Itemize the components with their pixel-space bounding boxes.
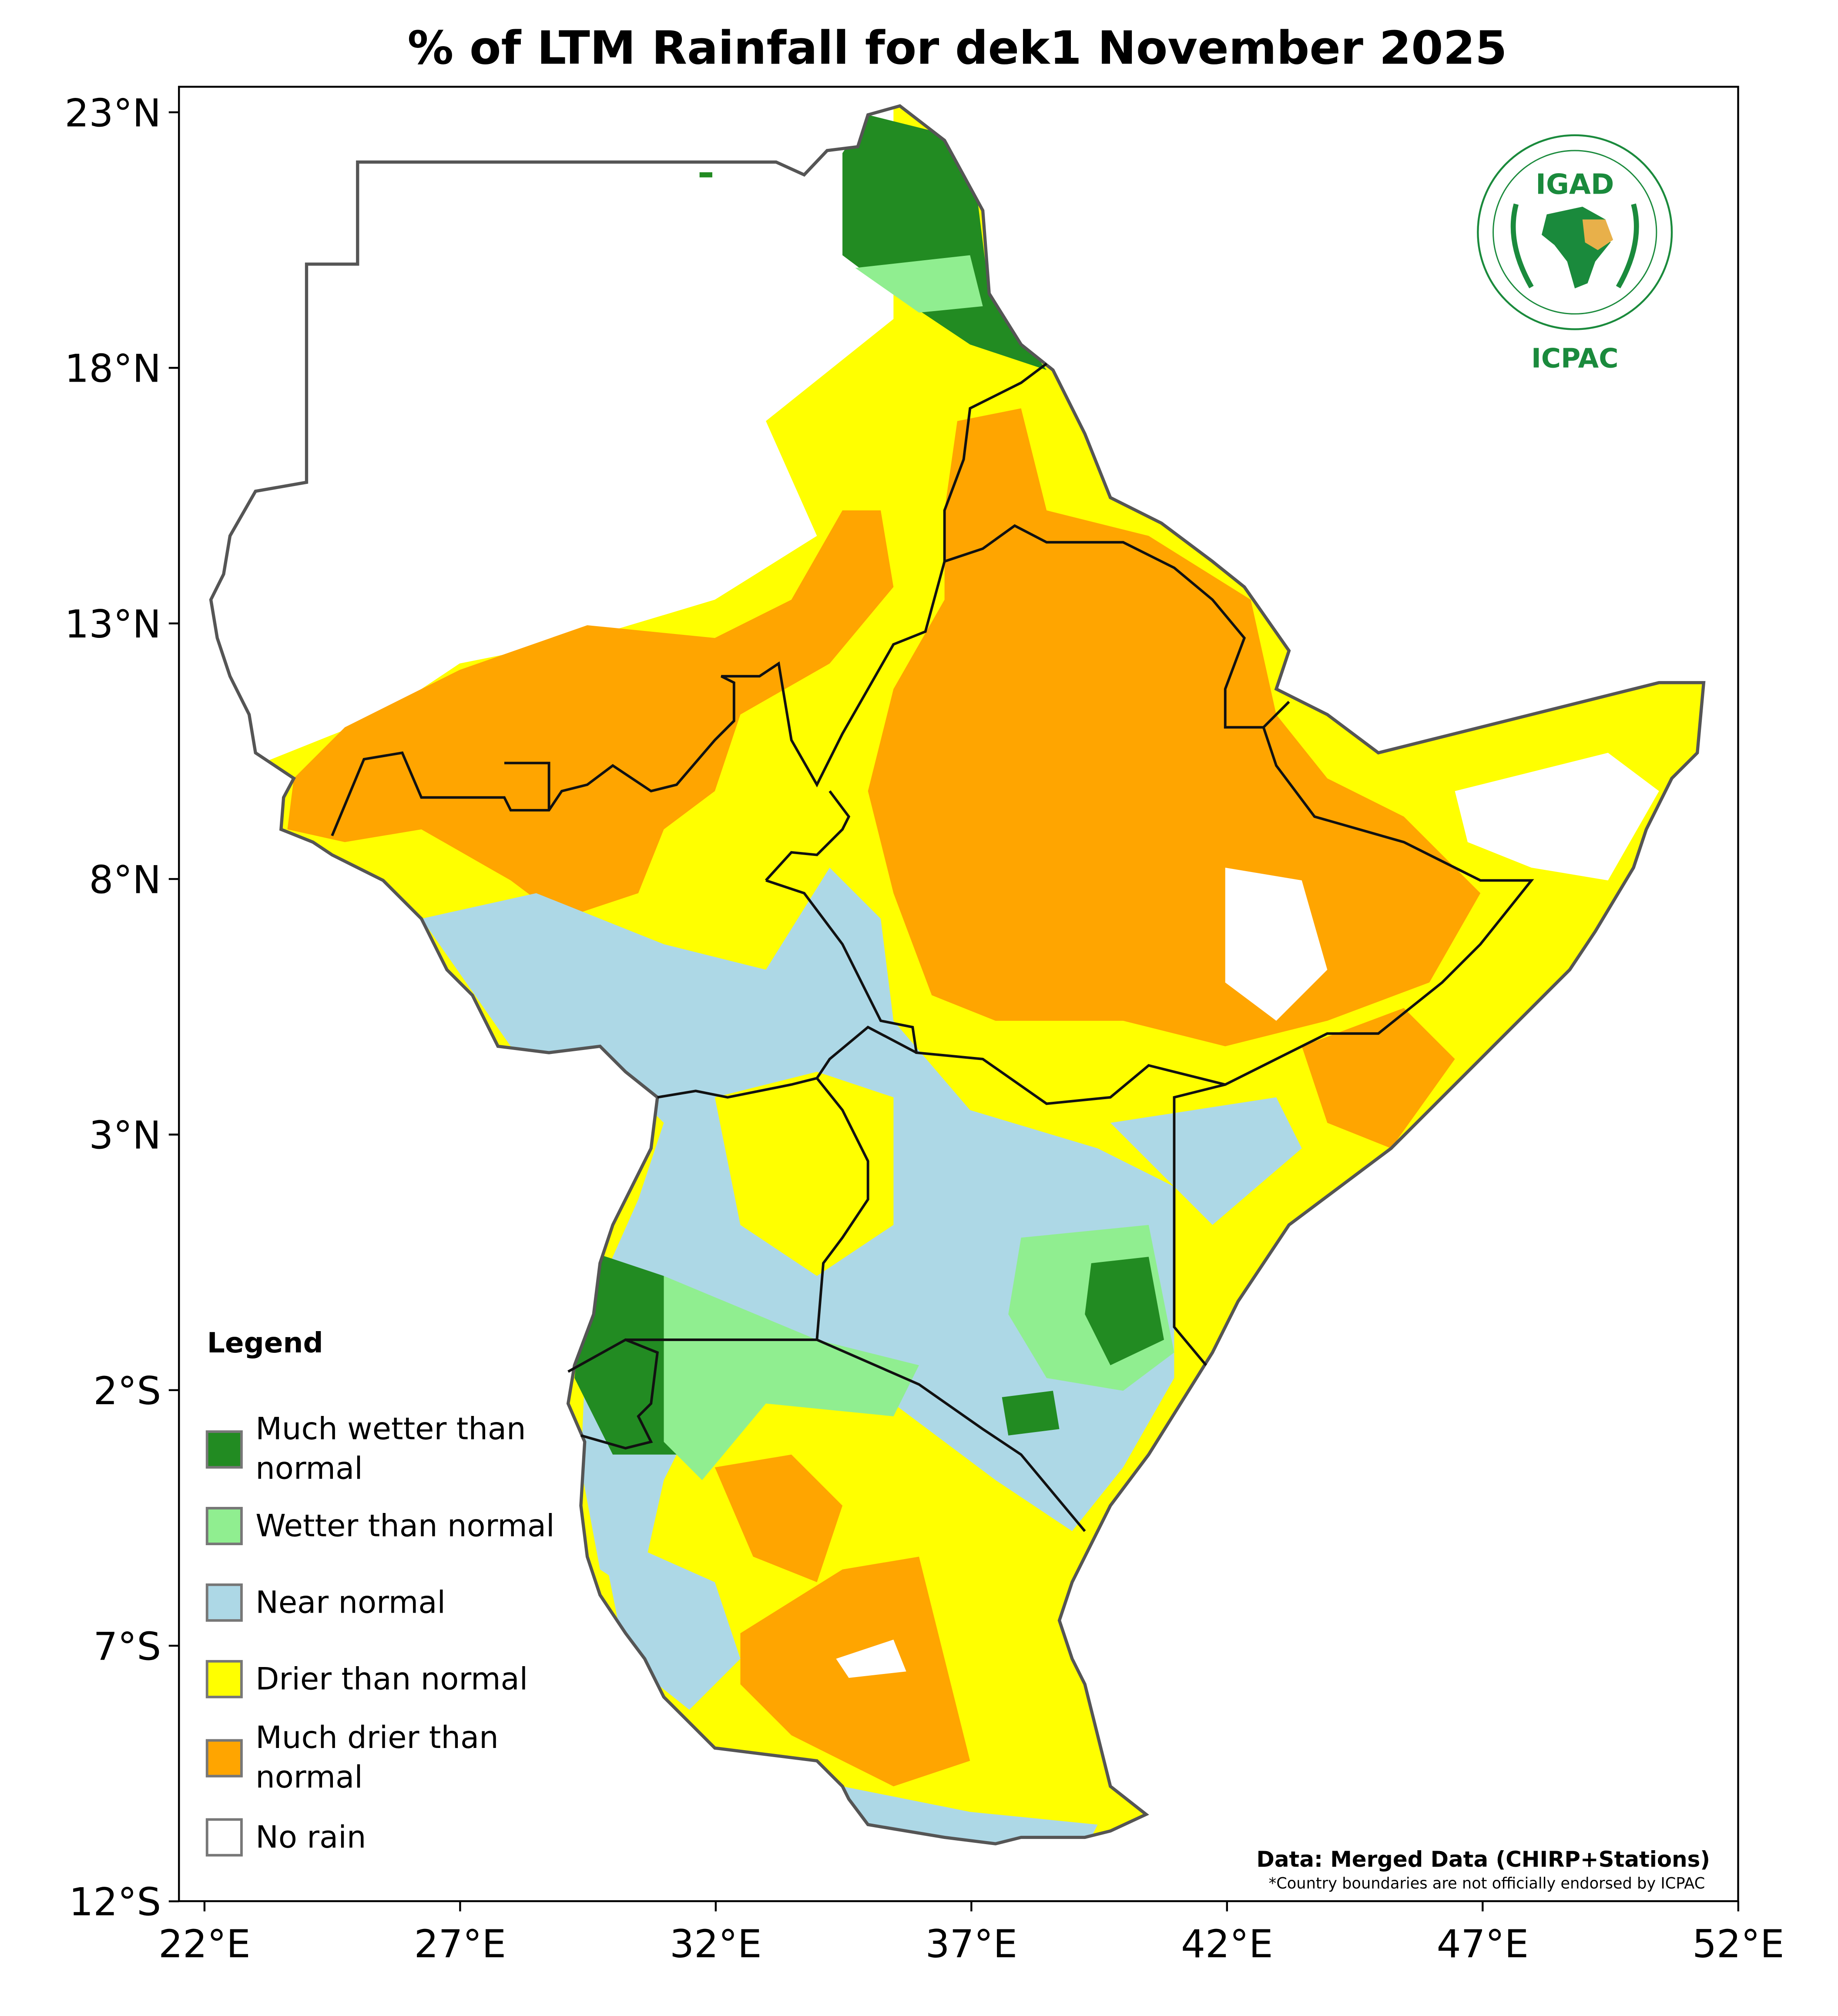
logo-icpac-text: ICPAC xyxy=(1531,342,1618,374)
much-wetter-area-kenya xyxy=(1085,1257,1164,1365)
legend-item-wetter-than-normal: Wetter than normal xyxy=(205,1507,554,1545)
legend-label: No rain xyxy=(255,1819,366,1855)
legend-swatch xyxy=(205,1583,243,1622)
legend-label: Drier than normal xyxy=(255,1661,528,1697)
data-source-note: Data: Merged Data (CHIRP+Stations) xyxy=(1257,1847,1711,1872)
lon-tick-label: 27°E xyxy=(414,1922,506,1966)
legend-label: Much drier than xyxy=(255,1720,499,1755)
legend-label-cont: normal xyxy=(255,1451,363,1486)
legend-title: Legend xyxy=(207,1327,323,1359)
wetter-area-red-sea xyxy=(855,255,983,313)
laurel-icon xyxy=(1510,203,1639,288)
lon-tick-label: 32°E xyxy=(670,1922,761,1966)
no-rain-area-somalia xyxy=(1455,753,1659,881)
legend-swatch xyxy=(205,1507,243,1545)
lon-tick-label: 47°E xyxy=(1437,1922,1529,1966)
igad-region-icon xyxy=(1582,219,1613,250)
lat-tick-label: 2°S xyxy=(93,1369,161,1413)
legend-item-drier-than-normal: Drier than normal xyxy=(205,1660,528,1698)
legend-item-much-drier-than-normal: Much drier than normal xyxy=(205,1720,499,1795)
small-island xyxy=(699,172,712,178)
no-rain-area-tanzania xyxy=(836,1639,906,1678)
wetter-area-lakes xyxy=(664,1276,919,1480)
legend-item-near-normal: Near normal xyxy=(205,1583,446,1622)
lat-tick-label: 18°N xyxy=(65,346,161,391)
legend-label: Much wetter than xyxy=(255,1411,526,1447)
legend-swatch xyxy=(205,1430,243,1469)
lat-tick-label: 13°N xyxy=(65,602,161,647)
longitude-axis: 22°E 27°E 32°E 37°E 42°E 47°E 52°E xyxy=(158,1901,1784,1966)
much-drier-area-ethiopia xyxy=(868,408,1481,1047)
lon-tick-label: 22°E xyxy=(158,1922,250,1966)
legend-swatch xyxy=(205,1739,243,1778)
near-normal-area-kenya-east xyxy=(1110,1097,1302,1225)
lon-tick-label: 42°E xyxy=(1181,1922,1273,1966)
no-rain-area-ethiopia xyxy=(1225,867,1328,1021)
much-wetter-area-kenya-south xyxy=(1002,1391,1060,1436)
lat-tick-label: 23°N xyxy=(65,91,161,135)
much-drier-area-tanzania-west xyxy=(714,1454,843,1583)
logo-inner-ring xyxy=(1493,150,1657,315)
lat-tick-label: 3°N xyxy=(89,1113,161,1158)
lat-tick-label: 7°S xyxy=(93,1624,161,1669)
country-boundaries xyxy=(331,362,1534,1532)
much-drier-area-somalia xyxy=(1301,1008,1455,1149)
legend: Much wetter than normal Wetter than normal… xyxy=(205,1411,554,1857)
legend-item-no-rain: No rain xyxy=(205,1818,366,1857)
legend-label: Wetter than normal xyxy=(255,1508,554,1543)
much-drier-area-sudan xyxy=(287,510,894,919)
legend-label: Near normal xyxy=(255,1584,446,1620)
lat-tick-label: 12°S xyxy=(69,1880,161,1925)
map-title: % of LTM Rainfall for dek1 November 2025 xyxy=(407,21,1507,75)
legend-swatch xyxy=(205,1660,243,1698)
lon-tick-label: 52°E xyxy=(1692,1922,1784,1966)
igad-icpac-logo: IGAD ICPAC xyxy=(1477,134,1673,374)
latitude-axis: 23°N 18°N 13°N 8°N 3°N 2°S 7°S 12°S xyxy=(65,91,179,1925)
lat-tick-label: 8°N xyxy=(89,857,161,902)
legend-label-cont: normal xyxy=(255,1759,363,1795)
lon-tick-label: 37°E xyxy=(926,1922,1017,1966)
logo-igad-text: IGAD xyxy=(1536,168,1614,201)
legend-item-much-wetter-than-normal: Much wetter than normal xyxy=(205,1411,526,1486)
legend-swatch xyxy=(205,1818,243,1857)
boundary-disclaimer: *Country boundaries are not officially e… xyxy=(1269,1875,1705,1892)
